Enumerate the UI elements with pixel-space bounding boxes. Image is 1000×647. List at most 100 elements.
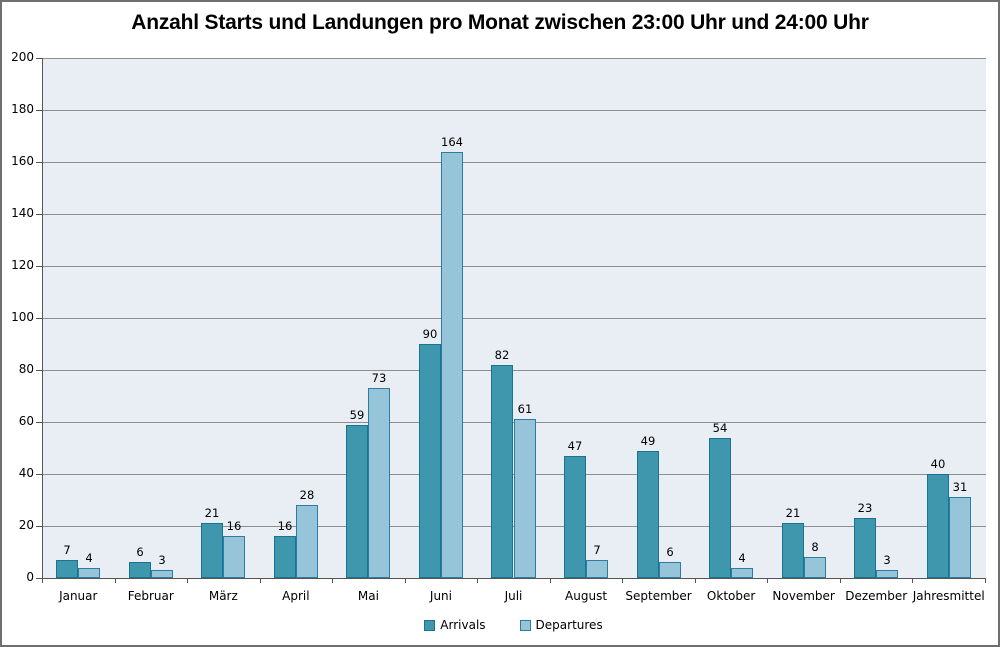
value-label: 49 — [640, 434, 656, 448]
gridline — [43, 214, 986, 215]
x-tick — [840, 578, 841, 583]
x-tick — [550, 578, 551, 583]
bar-departures-februar — [151, 570, 173, 578]
legend-item-departures: Departures — [519, 618, 603, 632]
gridline — [43, 370, 986, 371]
value-label: 59 — [349, 408, 365, 422]
y-axis-label: 160 — [11, 154, 34, 168]
y-tick — [36, 318, 42, 319]
value-label: 23 — [857, 501, 873, 515]
x-axis-label: Juni — [429, 589, 452, 603]
bar-arrivals-august — [564, 456, 586, 578]
bar-departures-dezember — [876, 570, 898, 578]
y-tick — [36, 266, 42, 267]
legend-swatch-arrivals — [424, 619, 436, 631]
x-tick — [477, 578, 478, 583]
x-axis-label: Februar — [127, 589, 174, 603]
value-label: 4 — [85, 551, 93, 565]
y-tick — [36, 474, 42, 475]
bar-departures-märz — [223, 536, 245, 578]
bar-arrivals-september — [637, 451, 659, 578]
value-label: 3 — [883, 553, 891, 567]
x-axis-label: Jahresmittel — [912, 589, 985, 603]
y-axis-line — [42, 58, 43, 579]
gridline — [43, 162, 986, 163]
bar-departures-jahresmittel — [949, 497, 971, 578]
x-axis-label: Mai — [357, 589, 379, 603]
gridline — [43, 110, 986, 111]
value-label: 82 — [494, 348, 510, 362]
bar-departures-august — [586, 560, 608, 578]
y-tick — [36, 58, 42, 59]
bar-arrivals-januar — [56, 560, 78, 578]
bar-arrivals-februar — [129, 562, 151, 578]
bar-arrivals-mai — [346, 425, 368, 578]
x-tick — [332, 578, 333, 583]
value-label: 21 — [204, 506, 220, 520]
y-axis-label: 200 — [11, 50, 34, 64]
bar-arrivals-dezember — [854, 518, 876, 578]
value-label: 21 — [785, 506, 801, 520]
bar-departures-januar — [78, 568, 100, 578]
bar-arrivals-juni — [419, 344, 441, 578]
value-label: 8 — [811, 540, 819, 554]
legend-swatch-departures — [519, 619, 531, 631]
value-label: 90 — [422, 327, 438, 341]
value-label: 6 — [136, 545, 144, 559]
x-axis-label: Januar — [59, 589, 98, 603]
value-label: 3 — [158, 553, 166, 567]
legend-item-arrivals: Arrivals — [424, 618, 486, 632]
bar-arrivals-april — [274, 536, 296, 578]
value-label: 16 — [277, 519, 293, 533]
gridline — [43, 318, 986, 319]
bar-departures-november — [804, 557, 826, 578]
legend: Arrivals Departures — [42, 618, 985, 632]
bar-departures-juli — [514, 419, 536, 578]
y-tick — [36, 526, 42, 527]
y-tick — [36, 578, 42, 579]
x-tick — [115, 578, 116, 583]
value-label: 16 — [226, 519, 242, 533]
x-axis-label: März — [208, 589, 238, 603]
value-label: 47 — [567, 439, 583, 453]
x-axis-label: April — [282, 589, 310, 603]
value-label: 6 — [666, 545, 674, 559]
gridline — [43, 266, 986, 267]
bar-departures-juni — [441, 152, 463, 578]
y-axis-label: 80 — [18, 362, 34, 376]
y-axis-label: 180 — [11, 102, 34, 116]
bar-arrivals-juli — [491, 365, 513, 578]
x-axis-label: Dezember — [845, 589, 908, 603]
value-label: 73 — [371, 371, 387, 385]
x-tick — [622, 578, 623, 583]
y-tick — [36, 214, 42, 215]
bar-departures-mai — [368, 388, 390, 578]
x-axis-label: November — [772, 589, 835, 603]
x-axis-label: August — [565, 589, 608, 603]
chart-title: Anzahl Starts und Landungen pro Monat zw… — [131, 11, 869, 34]
y-tick — [36, 370, 42, 371]
legend-label-departures: Departures — [535, 618, 603, 632]
y-axis-label: 60 — [18, 414, 34, 428]
bar-arrivals-märz — [201, 523, 223, 578]
y-axis-label: 100 — [11, 310, 34, 324]
x-tick — [405, 578, 406, 583]
x-tick — [42, 578, 43, 583]
x-axis-line — [42, 578, 986, 579]
y-axis-label: 120 — [11, 258, 34, 272]
x-tick — [260, 578, 261, 583]
x-axis-label: Juli — [504, 589, 523, 603]
value-label: 40 — [930, 457, 946, 471]
y-axis-label: 0 — [26, 570, 34, 584]
x-tick — [912, 578, 913, 583]
x-tick — [187, 578, 188, 583]
legend-label-arrivals: Arrivals — [440, 618, 486, 632]
bar-arrivals-november — [782, 523, 804, 578]
y-tick — [36, 162, 42, 163]
value-label: 61 — [517, 402, 533, 416]
x-axis-label: Oktober — [706, 589, 756, 603]
y-axis-label: 40 — [18, 466, 34, 480]
bar-arrivals-jahresmittel — [927, 474, 949, 578]
x-tick — [985, 578, 986, 583]
